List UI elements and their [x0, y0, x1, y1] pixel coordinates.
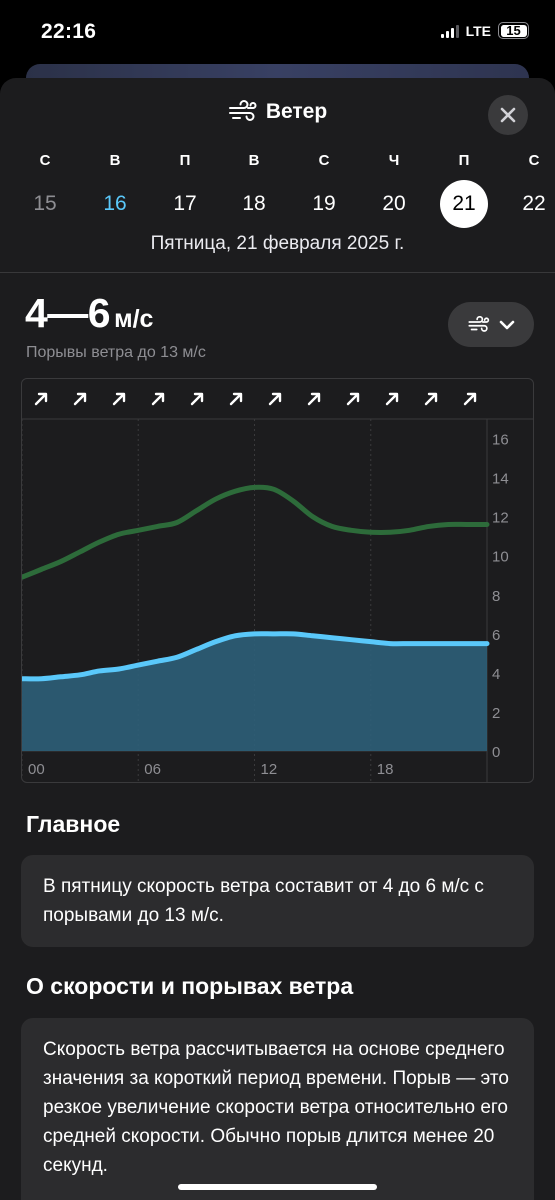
close-icon: [500, 107, 516, 123]
battery-level: 15: [506, 23, 521, 38]
about-section-title: О скорости и порывах ветра: [26, 973, 354, 999]
status-time: 22:16: [41, 20, 97, 43]
date-item[interactable]: 17: [173, 192, 197, 215]
speed-series-line: [22, 631, 490, 682]
y-tick-label: 16: [492, 432, 509, 449]
about-card: Скорость ветра рассчитывается на основе …: [21, 1018, 534, 1200]
sheet-header: Ветер С В П В С Ч П С 15 16 17 18 19 20 21 22 Пятница,…: [0, 78, 555, 274]
arrow-northeast-icon: [463, 392, 477, 406]
home-indicator[interactable]: [178, 1184, 377, 1190]
arrow-northeast-icon: [229, 392, 243, 406]
weekday-letter: П: [458, 152, 470, 169]
header-divider: [0, 272, 555, 273]
gusts-series-line: [22, 484, 490, 580]
battery-icon: 15: [498, 22, 529, 39]
x-tick-label: 00: [28, 761, 45, 778]
arrow-northeast-icon: [73, 392, 87, 406]
y-tick-label: 2: [492, 705, 500, 722]
arrow-northeast-icon: [268, 392, 282, 406]
chevron-down-icon: [499, 320, 515, 329]
y-tick-label: 8: [492, 588, 500, 605]
wind-speed-unit: м/с: [114, 305, 154, 333]
wind-speed-range: 4—6 м/с: [25, 290, 153, 337]
x-tick-label: 12: [261, 761, 278, 778]
date-row: 15 16 17 18 19 20 21 22: [0, 180, 555, 230]
arrow-northeast-icon: [112, 392, 126, 406]
weekday-letter: В: [248, 152, 260, 169]
arrow-northeast-icon: [346, 392, 360, 406]
y-tick-label: 0: [492, 744, 500, 761]
main-section-title: Главное: [26, 811, 121, 837]
weekday-letter: П: [179, 152, 191, 169]
status-bar: 22:16 LTE 15: [0, 0, 555, 62]
arrow-northeast-icon: [190, 392, 204, 406]
sheet-title: Ветер: [265, 100, 328, 123]
main-summary-text: В пятницу скорость ветра составит от 4 д…: [43, 876, 484, 926]
arrow-northeast-icon: [34, 392, 48, 406]
speed-area-fill: [22, 633, 487, 751]
selected-date-caption: Пятница, 21 февраля 2025 г.: [150, 233, 405, 254]
arrow-northeast-icon: [424, 392, 438, 406]
date-item[interactable]: 20: [382, 192, 406, 215]
weekday-letter: С: [528, 152, 540, 169]
about-text: Скорость ветра рассчитывается на основе …: [43, 1039, 509, 1176]
date-item[interactable]: 19: [312, 192, 336, 215]
cellular-signal-icon: [440, 24, 459, 38]
arrow-northeast-icon: [151, 392, 165, 406]
y-tick-label: 12: [492, 510, 509, 527]
weekday-letter: В: [109, 152, 121, 169]
status-indicators: LTE 15: [440, 22, 529, 39]
y-tick-label: 14: [492, 471, 509, 488]
wind-icon: [228, 100, 257, 121]
weekday-letter: С: [39, 152, 51, 169]
date-item[interactable]: 18: [242, 192, 266, 215]
gusts-subtitle: Порывы ветра до 13 м/с: [26, 344, 206, 361]
y-tick-label: 4: [492, 666, 500, 683]
date-item[interactable]: 22: [522, 192, 546, 215]
y-tick-label: 10: [492, 549, 509, 566]
arrow-northeast-icon: [307, 392, 321, 406]
wind-chart-svg: 0 2 4 6 8 10 12 14 16 00 06 12 18: [22, 392, 533, 782]
date-item[interactable]: 15: [33, 192, 57, 215]
close-button[interactable]: [488, 95, 528, 135]
weekday-letter: Ч: [388, 152, 400, 169]
y-tick-label: 6: [492, 627, 500, 644]
wind-speed-value: 4—6: [25, 290, 111, 336]
network-type: LTE: [465, 22, 491, 39]
date-selected[interactable]: 21: [440, 180, 488, 228]
date-item[interactable]: 16: [103, 192, 127, 215]
wind-chart[interactable]: 0 2 4 6 8 10 12 14 16 00 06 12 18: [21, 378, 534, 783]
main-summary-card: В пятницу скорость ветра составит от 4 д…: [21, 855, 534, 947]
x-tick-label: 18: [377, 761, 394, 778]
x-tick-label: 06: [144, 761, 161, 778]
chart-type-selector[interactable]: [448, 302, 534, 347]
arrow-northeast-icon: [385, 392, 399, 406]
wind-icon: [468, 315, 490, 332]
sheet-title-wrap: Ветер: [0, 100, 555, 124]
weekday-letter: С: [318, 152, 330, 169]
